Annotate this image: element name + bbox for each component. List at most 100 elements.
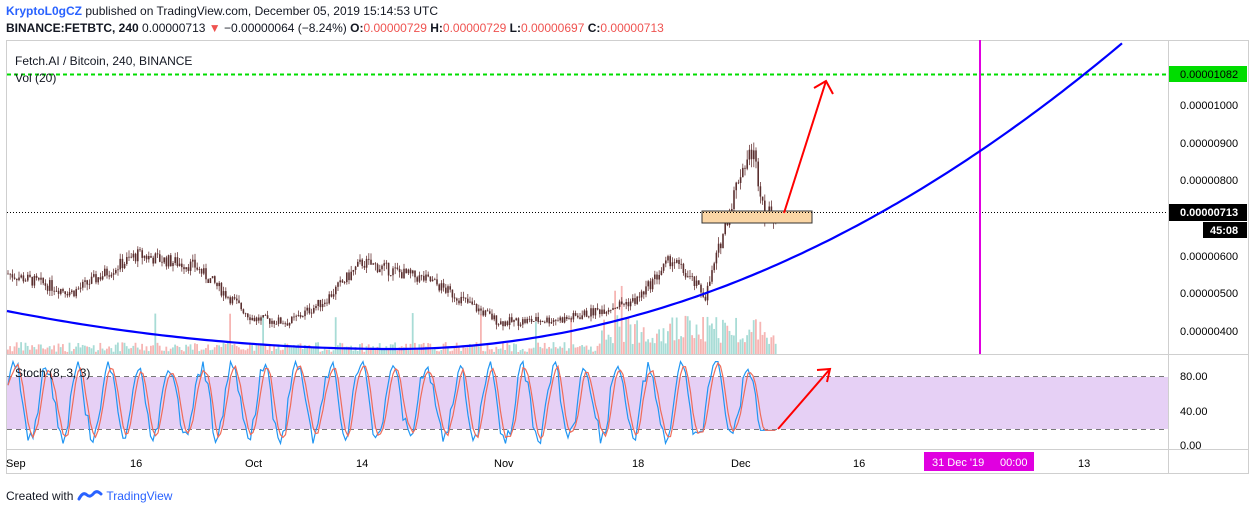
volume-bar <box>508 345 511 354</box>
candle-body <box>95 274 97 283</box>
volume-bar <box>383 349 385 354</box>
volume-bar <box>211 349 214 354</box>
volume-bar <box>733 335 735 354</box>
volume-bar <box>770 337 773 354</box>
volume-bar <box>205 348 207 354</box>
volume-bar <box>231 344 234 354</box>
candle-body <box>592 308 594 316</box>
date-marker-badge <box>924 452 1034 471</box>
candle-body <box>429 276 432 282</box>
candle-body <box>563 316 566 323</box>
volume-bar <box>286 343 289 354</box>
author-link[interactable]: KryptoL0gCZ <box>6 4 82 18</box>
volume-bar <box>189 344 192 354</box>
volume-bar <box>319 351 322 354</box>
volume-bar <box>664 343 667 354</box>
volume-bar <box>605 339 608 354</box>
volume-bar <box>693 338 696 354</box>
candle-body <box>244 313 247 315</box>
volume-bar <box>332 350 335 354</box>
volume-bar <box>268 343 271 354</box>
candle-body <box>649 281 652 290</box>
candle-body <box>733 190 735 209</box>
volume-bar <box>163 350 165 354</box>
volume-bar <box>20 342 22 354</box>
volume-bar <box>191 349 194 354</box>
volume-bar <box>526 351 528 354</box>
volume-bar <box>220 346 223 354</box>
volume-bar <box>689 320 691 354</box>
volume-bar <box>517 351 520 354</box>
volume-bar <box>293 345 295 354</box>
volume-bar <box>460 350 462 354</box>
candle-body <box>308 307 311 314</box>
volume-bar <box>774 343 777 354</box>
candle-body <box>746 159 748 169</box>
volume-bar <box>356 350 359 354</box>
volume-bar <box>440 349 443 354</box>
volume-bar <box>752 320 755 354</box>
candle-body <box>438 284 440 291</box>
upward-arrow-stoch[interactable] <box>777 367 832 430</box>
candle-body <box>90 276 93 284</box>
candle-body <box>18 277 20 281</box>
volume-bar <box>42 348 44 354</box>
candle-body <box>625 302 627 305</box>
tradingview-brand-link[interactable]: TradingView <box>106 489 173 503</box>
parabolic-curve[interactable] <box>6 42 1123 351</box>
volume-bar <box>704 341 707 354</box>
volume-bar <box>44 349 47 354</box>
volume-bar <box>97 350 99 354</box>
candle-body <box>645 286 647 295</box>
candle-body <box>328 294 330 304</box>
volume-bar <box>755 319 757 354</box>
candle-body <box>548 317 550 324</box>
candle-body <box>108 275 110 277</box>
volume-bar <box>202 349 205 354</box>
candle-body <box>392 268 394 276</box>
volume-bar <box>337 345 339 354</box>
volume-bar <box>726 325 729 354</box>
candle-body <box>449 286 451 290</box>
volume-bar <box>469 343 471 354</box>
volume-bar <box>216 344 218 354</box>
candle-body <box>724 223 726 235</box>
symbol-name[interactable]: BINANCE:FETBTC, 240 <box>6 21 139 35</box>
volume-bar <box>715 317 718 354</box>
candle-body <box>165 257 168 267</box>
candle-body <box>660 270 663 275</box>
candle-body <box>425 274 427 281</box>
candle-body <box>101 276 104 280</box>
candle-body <box>647 281 649 287</box>
candle-body <box>332 294 335 297</box>
candle-body <box>9 273 11 275</box>
candle-body <box>40 277 42 280</box>
candle-body <box>594 308 597 316</box>
candle-body <box>469 301 471 303</box>
volume-bar <box>572 344 575 354</box>
candle-body <box>394 267 396 269</box>
volume-bar <box>240 349 242 354</box>
volume-bar <box>464 347 467 354</box>
volume-bar <box>565 350 568 354</box>
candle-body <box>447 286 449 293</box>
candle-body <box>38 277 40 280</box>
candle-body <box>29 274 31 277</box>
volume-bar <box>396 350 399 354</box>
volume-bar <box>46 347 49 354</box>
candle-body <box>16 278 18 281</box>
candle-body <box>414 270 416 278</box>
time-axis: Sep 16 Oct 14 Nov 18 Dec 16 13 <box>6 458 1090 470</box>
volume-bar <box>497 349 500 354</box>
volume-bar <box>625 317 627 354</box>
support-zone[interactable] <box>701 210 813 224</box>
volume-bar <box>499 348 502 354</box>
volume-bar <box>350 345 352 354</box>
volume-bar <box>33 347 36 354</box>
upward-arrow-main[interactable] <box>783 79 834 214</box>
volume-bar <box>697 334 700 354</box>
volume-bar <box>266 349 269 354</box>
volume-bar <box>51 349 53 354</box>
volume-bar <box>18 347 20 354</box>
